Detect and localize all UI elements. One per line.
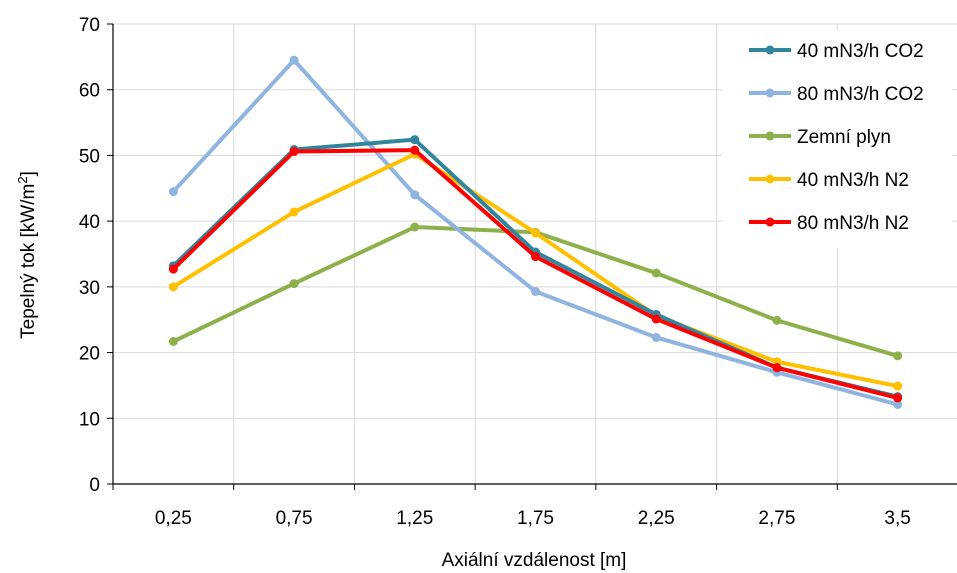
legend-item: 40 mN3/h CO2 [749, 41, 924, 62]
data-point [893, 351, 903, 361]
y-tick-label: 50 [79, 146, 100, 167]
data-point [289, 279, 299, 289]
data-point [651, 314, 661, 324]
data-point [651, 332, 661, 342]
grid-lines [113, 23, 957, 484]
y-tick-label: 40 [79, 212, 100, 233]
data-point [168, 187, 178, 197]
y-axis-title: Tepelný tok [kW/m2] [15, 171, 40, 339]
y-tick-label: 30 [79, 278, 100, 299]
data-point [893, 393, 903, 403]
legend-label: 80 mN3/h N2 [797, 213, 909, 234]
y-axis-title-superscript: 2 [15, 176, 30, 183]
x-tick-label: 1,75 [517, 508, 554, 529]
data-point [168, 264, 178, 274]
legend-item: Zemní plyn [749, 127, 891, 148]
series-80-mn3-h-n2 [168, 145, 903, 403]
legend-swatch-marker [765, 217, 775, 227]
legend-label: Zemní plyn [797, 127, 891, 148]
legend-item: 40 mN3/h N2 [749, 170, 909, 191]
data-point [410, 222, 420, 232]
data-point [410, 145, 420, 155]
data-point [168, 282, 178, 292]
legend-swatch-marker [765, 45, 775, 55]
data-point [893, 381, 903, 391]
legend-swatch-marker [765, 131, 775, 141]
legend-label: 40 mN3/h N2 [797, 170, 909, 191]
data-point [893, 399, 903, 409]
x-tick-labels: 0,25 0,75 1,25 1,75 2,25 2,75 3,5 [155, 508, 911, 529]
axes [107, 23, 957, 490]
y-tick-label: 10 [79, 409, 100, 430]
data-point [410, 190, 420, 200]
legend-item: 80 mN3/h N2 [749, 213, 909, 234]
y-tick-label: 20 [79, 344, 100, 365]
legend-swatch-marker [765, 88, 775, 98]
legend: 40 mN3/h CO2 80 mN3/h CO2 Zemní plyn 40 mN3… [749, 41, 924, 234]
legend-swatch-marker [765, 174, 775, 184]
data-point [168, 336, 178, 346]
x-tick-label: 2,25 [638, 508, 675, 529]
legend-label: 40 mN3/h CO2 [797, 41, 924, 62]
x-tick-label: 2,75 [758, 508, 795, 529]
x-tick-label: 0,75 [276, 508, 313, 529]
y-axis-title-main: Tepelný tok [kW/m [18, 184, 39, 339]
y-tick-label: 60 [79, 81, 100, 102]
data-point [289, 207, 299, 217]
x-axis-title: Axiální vzdálenost [m] [442, 550, 627, 571]
data-point [531, 252, 540, 262]
y-tick-labels: 0 10 20 30 40 50 60 70 [79, 15, 100, 496]
x-tick-label: 0,25 [155, 508, 192, 529]
x-tick-label: 3,5 [884, 508, 910, 529]
series-80-mn3-h-co2 [168, 55, 903, 409]
data-point [772, 315, 782, 325]
legend-item: 80 mN3/h CO2 [749, 84, 924, 105]
data-point [289, 146, 299, 156]
data-point [410, 135, 420, 145]
x-tick-label: 1,25 [396, 508, 433, 529]
y-tick-label: 70 [79, 15, 100, 36]
y-axis-title-end: ] [18, 171, 39, 176]
data-point [531, 286, 540, 296]
legend-background [722, 30, 952, 248]
series-group [168, 55, 903, 409]
data-point [289, 55, 299, 65]
y-tick-label: 0 [89, 475, 100, 496]
data-point [772, 363, 782, 373]
data-point [531, 228, 540, 238]
data-point [651, 268, 661, 278]
legend-label: 80 mN3/h CO2 [797, 84, 924, 105]
